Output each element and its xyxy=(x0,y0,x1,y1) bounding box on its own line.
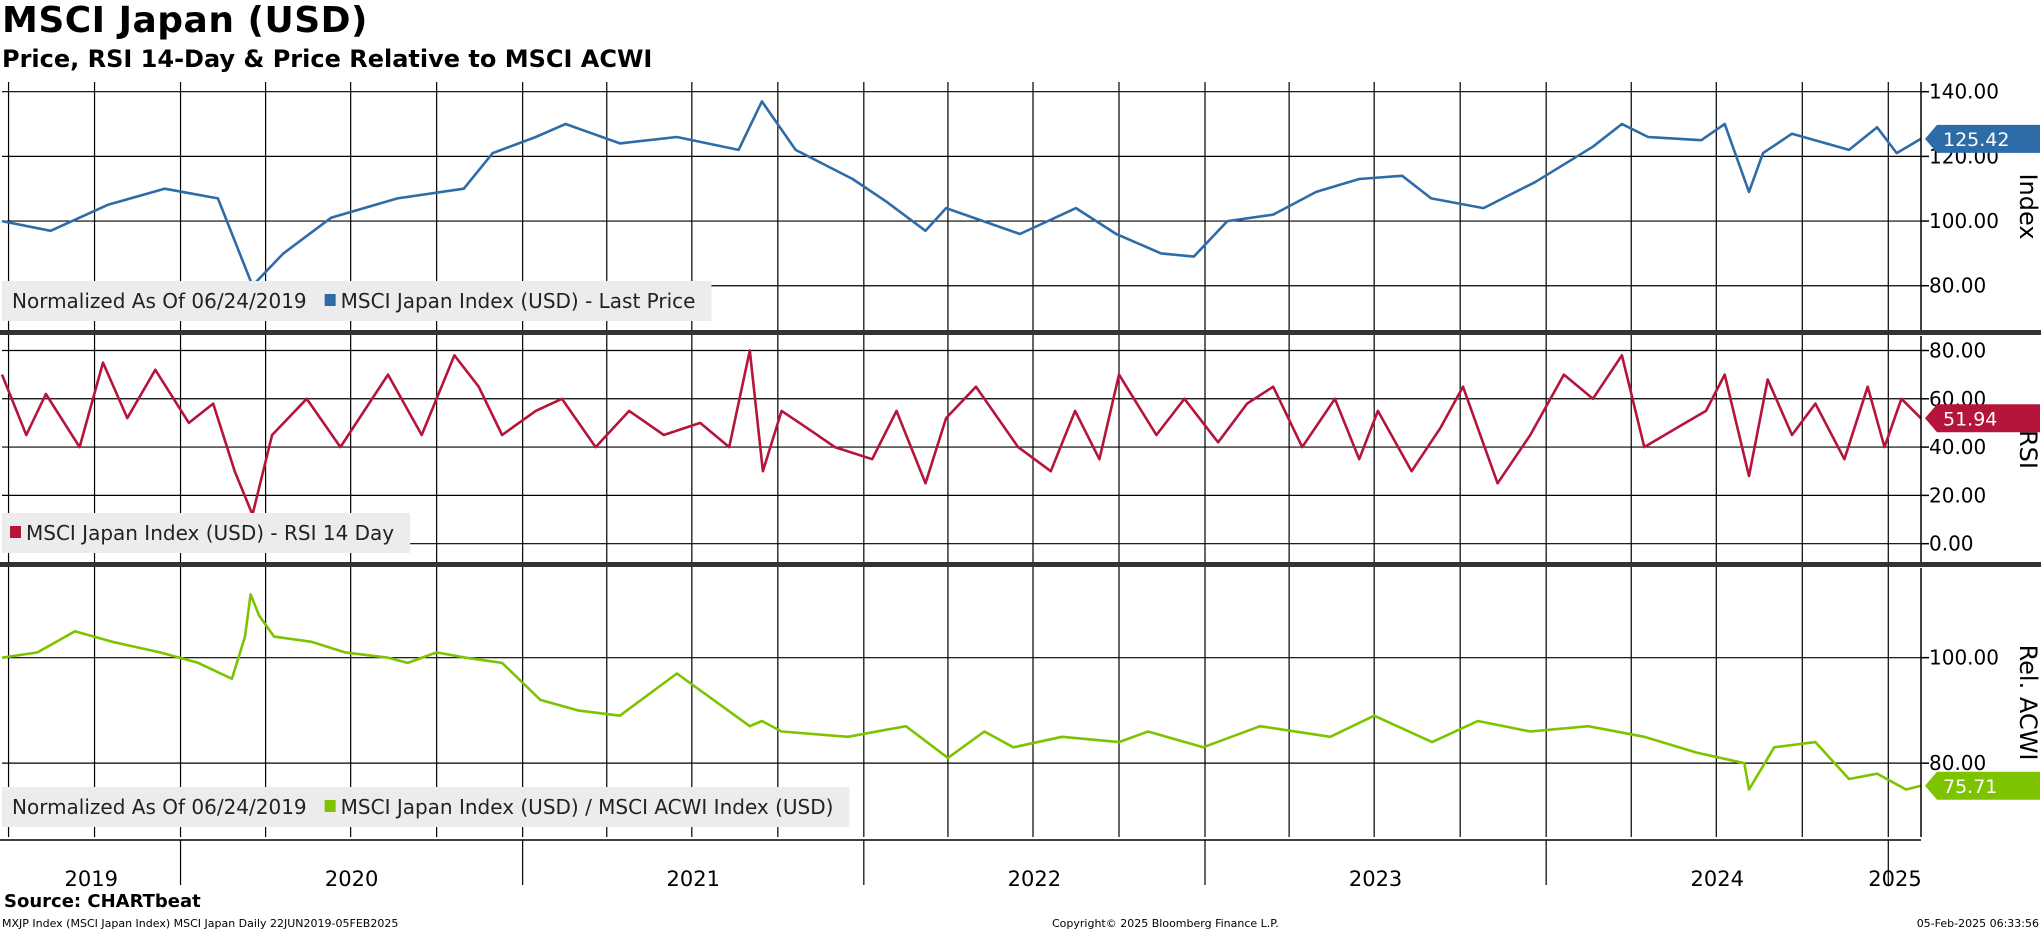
legend-label: MSCI Japan Index (USD) / MSCI ACWI Index… xyxy=(341,795,834,819)
panel-separator xyxy=(0,562,2041,567)
year-label: 2021 xyxy=(667,867,720,891)
legend-label: MSCI Japan Index (USD) - Last Price xyxy=(341,289,696,313)
last-value-label: 125.42 xyxy=(1943,129,2009,151)
legend-price-panel: Normalized As Of 06/24/2019 MSCI Japan In… xyxy=(2,281,712,321)
source-note: Source: CHARTbeat xyxy=(4,891,201,912)
y-tick-label: 80.00 xyxy=(1929,338,1986,362)
legend-label: Normalized As Of 06/24/2019 xyxy=(12,289,307,313)
chart-subtitle: Price, RSI 14-Day & Price Relative to MS… xyxy=(2,45,653,73)
last-value-badge xyxy=(1925,124,2040,153)
year-label: 2019 xyxy=(65,867,118,891)
footer-description: MXJP Index (MSCI Japan Index) MSCI Japan… xyxy=(2,917,399,930)
axis-labels: 80.00100.00120.00140.00Index0.0020.0040.… xyxy=(65,80,2041,891)
series-line-price-panel xyxy=(1,100,1922,288)
year-label: 2020 xyxy=(325,867,378,891)
axis-title: Index xyxy=(2014,173,2041,239)
series-line-relative-panel xyxy=(1,593,1922,791)
y-tick-label: 40.00 xyxy=(1929,435,1986,459)
legend-label: MSCI Japan Index (USD) - RSI 14 Day xyxy=(26,521,394,545)
legend-marker xyxy=(324,800,336,812)
footer-timestamp: 05-Feb-2025 06:33:56 xyxy=(1916,917,2039,930)
last-value-badge xyxy=(1925,404,2040,433)
y-tick-label: 80.00 xyxy=(1929,274,1986,298)
year-label: 2025 xyxy=(1868,867,1921,891)
y-tick-label: 100.00 xyxy=(1929,646,1999,670)
y-tick-label: 80.00 xyxy=(1929,751,1986,775)
axis-title: RSI xyxy=(2014,430,2041,469)
series-lines xyxy=(0,100,1922,791)
footer-copyright: Copyright© 2025 Bloomberg Finance L.P. xyxy=(1052,917,1279,930)
legend-marker xyxy=(324,294,336,306)
legend-background xyxy=(2,281,712,321)
y-tick-label: 100.00 xyxy=(1929,209,1999,233)
legends: Normalized As Of 06/24/2019 MSCI Japan In… xyxy=(2,281,850,827)
y-tick-label: 0.00 xyxy=(1929,532,1974,556)
year-label: 2023 xyxy=(1349,867,1402,891)
legend-label: Normalized As Of 06/24/2019 xyxy=(12,795,307,819)
gridlines xyxy=(2,82,1921,837)
year-label: 2024 xyxy=(1691,867,1744,891)
chart-title: MSCI Japan (USD) xyxy=(2,0,368,41)
y-tick-label: 140.00 xyxy=(1929,80,1999,104)
legend-marker xyxy=(10,526,21,538)
legend-background xyxy=(2,787,850,827)
y-tick-label: 20.00 xyxy=(1929,483,1986,507)
year-label: 2022 xyxy=(1008,867,1061,891)
value-badges: 125.42 51.94 75.71 xyxy=(1925,124,2040,800)
legend-background xyxy=(2,513,411,553)
series-line-rsi-panel xyxy=(0,349,1922,517)
panel-separator xyxy=(0,330,2041,335)
axis-title: Rel. ACWI xyxy=(2014,645,2041,761)
legend-relative-panel: Normalized As Of 06/24/2019 MSCI Japan In… xyxy=(2,787,850,827)
last-value-badge xyxy=(1925,771,2040,800)
last-value-label: 75.71 xyxy=(1943,776,1997,798)
panel-frames xyxy=(0,82,2041,885)
legend-rsi-panel: MSCI Japan Index (USD) - RSI 14 Day xyxy=(2,513,411,553)
last-value-label: 51.94 xyxy=(1943,408,1997,430)
